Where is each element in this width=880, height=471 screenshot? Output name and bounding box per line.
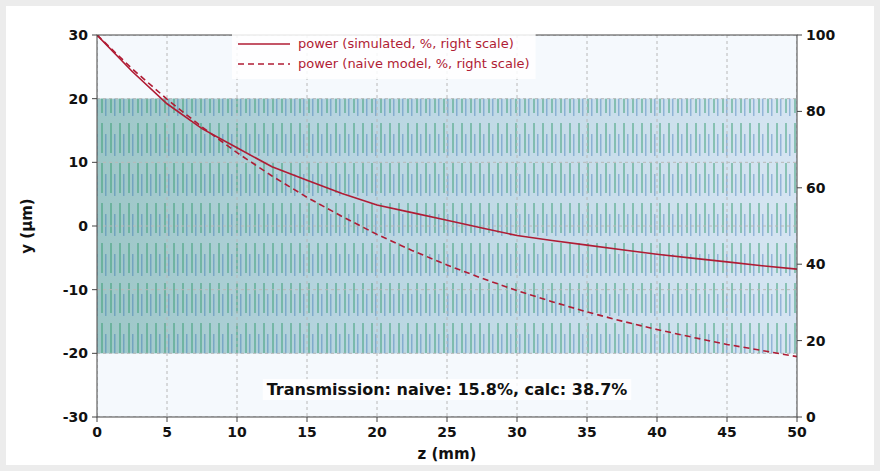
legend-label: power (naive model, %, right scale) — [298, 56, 530, 71]
plot-area — [97, 35, 797, 417]
x-tick-label: 20 — [367, 424, 387, 440]
grid-y — [97, 353, 797, 354]
x-tick — [237, 417, 238, 422]
grid-x — [377, 35, 378, 417]
x-tick-label: 0 — [92, 424, 102, 440]
y2-tick-label: 80 — [806, 103, 826, 119]
legend-label: power (simulated, %, right scale) — [298, 36, 514, 51]
x-tick — [307, 417, 308, 422]
legend: power (simulated, %, right scale) power (… — [232, 33, 536, 79]
field-band — [97, 99, 797, 354]
y2-tick — [797, 111, 802, 112]
y2-tick-label: 100 — [806, 27, 835, 43]
legend-swatch — [238, 43, 290, 45]
y-tick — [92, 289, 97, 290]
x-tick-label: 25 — [437, 424, 456, 440]
annotation-bg — [263, 379, 632, 400]
grid-y — [97, 289, 797, 290]
x-tick-label: 5 — [162, 424, 172, 440]
x-tick — [97, 417, 98, 422]
x-tick — [517, 417, 518, 422]
x-tick-label: 40 — [647, 424, 667, 440]
grid-x — [587, 35, 588, 417]
x-tick — [447, 417, 448, 422]
y2-tick — [797, 264, 802, 265]
y-tick-label: -10 — [63, 282, 89, 298]
x-tick — [587, 417, 588, 422]
y-tick — [92, 353, 97, 354]
x-tick-label: 45 — [717, 424, 736, 440]
panel-bg — [6, 6, 874, 465]
x-tick — [727, 417, 728, 422]
y-tick-label: 30 — [69, 27, 89, 43]
legend-bg — [232, 33, 536, 79]
y-tick — [92, 98, 97, 99]
y2-tick — [797, 417, 802, 418]
y-tick — [92, 35, 97, 36]
series-line — [97, 35, 797, 357]
y2-tick — [797, 187, 802, 188]
y2-tick — [797, 340, 802, 341]
y-tick-label: 20 — [69, 91, 89, 107]
y-tick — [92, 226, 97, 227]
annotation: Transmission: naive: 15.8%, calc: 38.7% — [267, 380, 628, 399]
y2-tick — [797, 35, 802, 36]
x-tick-label: 35 — [577, 424, 596, 440]
y2-tick-label: 60 — [806, 180, 826, 196]
y-axis-title: y (µm) — [18, 198, 36, 253]
y-tick-label: -30 — [63, 409, 89, 425]
series-line — [97, 35, 797, 269]
x-tick-label: 30 — [507, 424, 527, 440]
y-tick — [92, 162, 97, 163]
grid-x — [167, 35, 168, 417]
field-texture — [97, 99, 797, 354]
x-tick-label: 10 — [227, 424, 247, 440]
x-tick-label: 15 — [297, 424, 316, 440]
y-tick — [92, 417, 97, 418]
grid-y — [97, 162, 797, 163]
x-axis-title: z (mm) — [418, 445, 477, 463]
x-tick — [167, 417, 168, 422]
grid-y — [97, 226, 797, 227]
y-tick-label: -20 — [63, 345, 89, 361]
y2-tick-label: 0 — [806, 409, 816, 425]
y2-tick-label: 20 — [806, 333, 826, 349]
x-tick — [657, 417, 658, 422]
legend-swatch — [238, 63, 290, 65]
y2-tick-label: 40 — [806, 256, 826, 272]
plot-frame — [97, 35, 797, 417]
y-tick-label: 0 — [78, 218, 88, 234]
grid-y — [97, 98, 797, 99]
y-tick-label: 10 — [69, 154, 89, 170]
x-tick — [797, 417, 798, 422]
plot-bg — [97, 35, 797, 417]
chart: 0 5 10 15 20 25 30 35 40 45 50 -30 -20 -10 0 10 20 30 0 20 4… — [0, 0, 880, 471]
x-tick-label: 50 — [787, 424, 807, 440]
x-tick — [377, 417, 378, 422]
